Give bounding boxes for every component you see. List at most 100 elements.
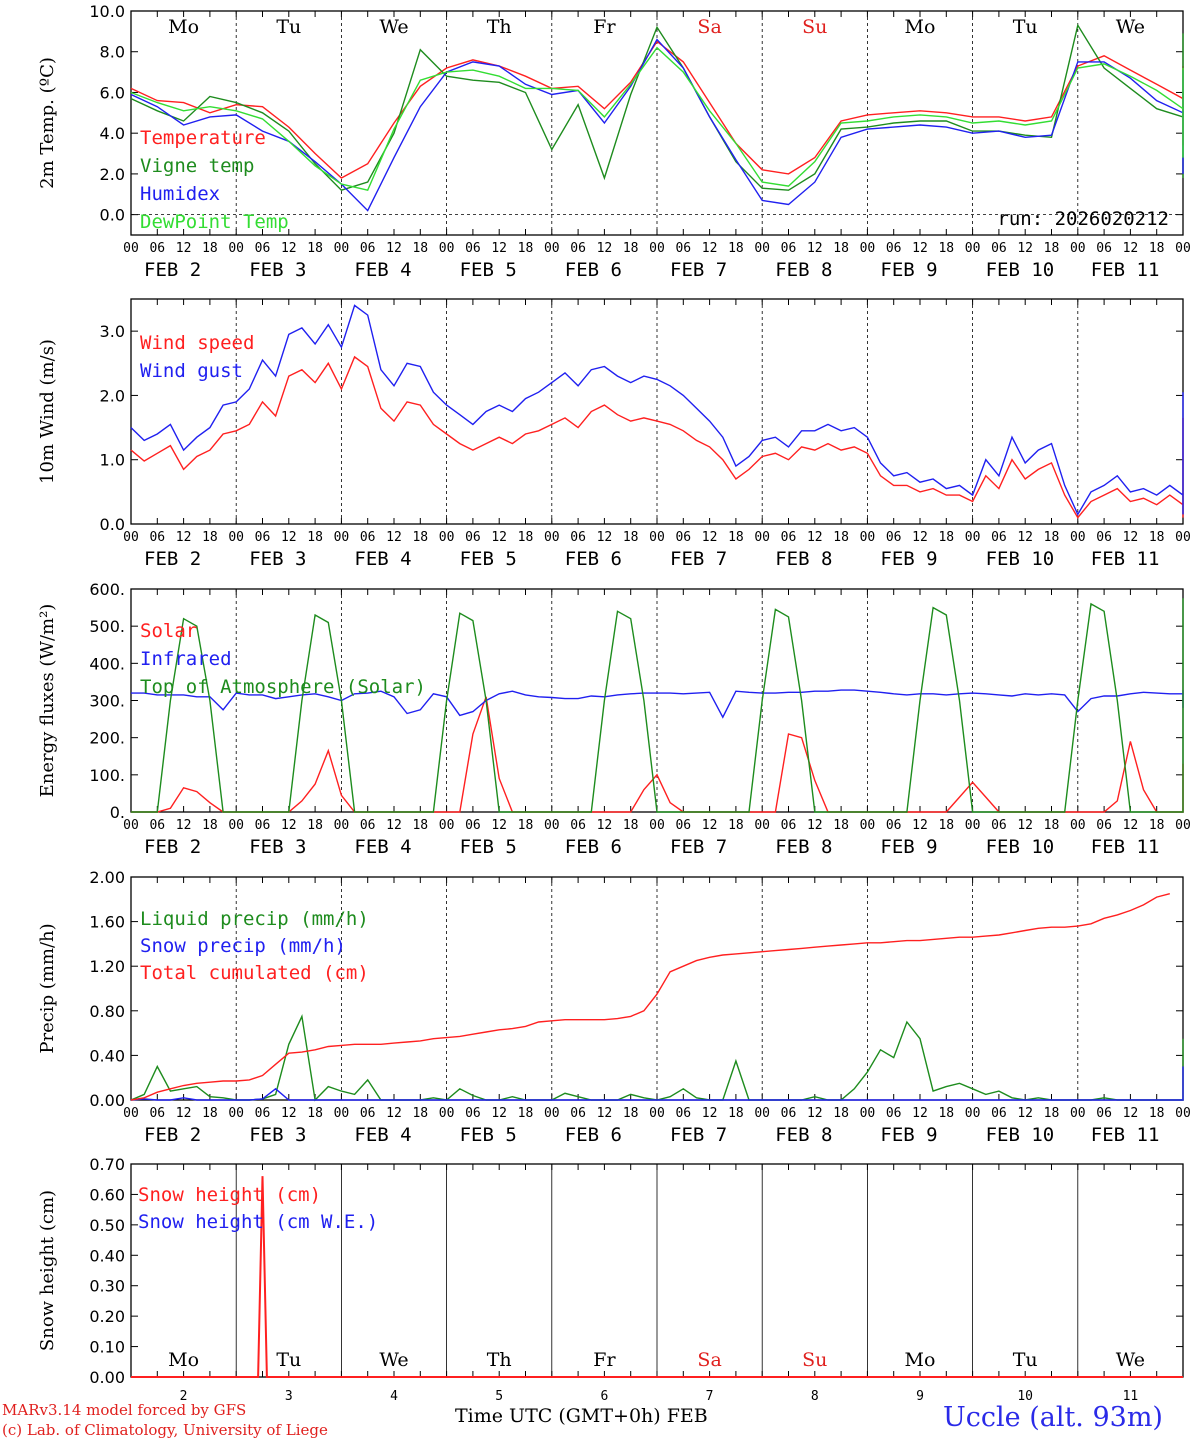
day-name-label: Fr [593,16,616,38]
hour-tick-label: 06 [675,530,691,545]
hour-tick-label: 18 [728,241,744,256]
hour-tick-label: 18 [728,818,744,833]
hour-tick-label: 12 [702,530,718,545]
hour-tick-label: 12 [1123,530,1139,545]
hour-tick-label: 06 [781,530,797,545]
hour-tick-label: 12 [491,530,507,545]
hour-tick-label: 12 [807,530,823,545]
hour-tick-label: 18 [202,1106,218,1121]
day-number-label: 5 [495,1389,503,1404]
hour-tick-label: 06 [255,241,271,256]
legend-entry: Wind gust [140,360,243,382]
hour-tick-label: 00 [860,530,876,545]
hour-tick-label: 00 [1175,1106,1191,1121]
credit-line-1: MARv3.14 model forced by GFS [2,1401,247,1419]
hour-tick-label: 00 [439,241,455,256]
hour-tick-label: 18 [728,1106,744,1121]
hour-tick-label: 18 [623,241,639,256]
date-label: FEB 8 [775,548,832,570]
hour-tick-label: 12 [1123,241,1139,256]
hour-tick-label: 18 [938,241,954,256]
hour-tick-label: 18 [307,1106,323,1121]
day-name-label: We [1116,16,1145,38]
legend-entry: Solar [140,620,197,642]
hour-tick-label: 00 [754,241,770,256]
hour-tick-label: 18 [833,530,849,545]
hour-tick-label: 12 [702,241,718,256]
y-axis-label: Energy fluxes (W/m²) [37,604,58,798]
date-label: FEB 10 [986,259,1055,281]
date-label: FEB 11 [1091,548,1160,570]
day-name-label: Mo [905,1349,936,1371]
hour-tick-label: 06 [570,1106,586,1121]
hour-tick-label: 18 [1044,530,1060,545]
hour-tick-label: 00 [965,530,981,545]
hour-tick-label: 18 [518,241,534,256]
hour-tick-label: 06 [1096,818,1112,833]
hour-tick-label: 00 [860,1106,876,1121]
y-tick-label: 1.60 [89,913,125,932]
hour-tick-label: 06 [886,818,902,833]
hour-tick-label: 18 [728,530,744,545]
date-label: FEB 9 [880,836,937,858]
hour-tick-label: 12 [386,530,402,545]
y-tick-label: 0.40 [89,1246,125,1265]
legend-entry: Snow height (cm W.E.) [138,1211,378,1233]
y-tick-label: 6.0 [100,83,125,102]
day-number-label: 7 [706,1389,714,1404]
y-tick-label: 0.10 [89,1338,125,1357]
plot-frame [130,10,1184,236]
model-credit: MARv3.14 model forced by GFS (c) Lab. of… [2,1400,328,1440]
hour-tick-label: 06 [886,241,902,256]
hour-tick-label: 00 [1070,818,1086,833]
hour-tick-label: 06 [675,241,691,256]
hour-tick-label: 00 [544,818,560,833]
legend-entry: Snow precip (mm/h) [140,935,346,957]
hour-tick-label: 12 [597,818,613,833]
hour-tick-label: 18 [623,1106,639,1121]
date-label: FEB 2 [144,836,201,858]
series-line [130,893,1170,1101]
date-label: FEB 6 [565,836,622,858]
day-number-label: 10 [1017,1389,1033,1404]
hour-tick-label: 06 [360,530,376,545]
day-number-label: 2 [180,1389,188,1404]
y-tick-label: 2.0 [100,165,125,184]
hour-tick-label: 06 [991,818,1007,833]
date-label: FEB 9 [880,1124,937,1146]
hour-tick-label: 00 [123,241,139,256]
hour-tick-label: 12 [1017,818,1033,833]
date-label: FEB 4 [354,836,411,858]
y-axis-label: 10m Wind (m/s) [37,339,58,484]
hour-tick-label: 06 [255,818,271,833]
y-tick-label: 100. [89,766,125,785]
y-tick-label: 0.80 [89,1002,125,1021]
legend-entry: DewPoint Temp [140,211,289,233]
hour-tick-label: 12 [807,241,823,256]
y-tick-label: 400. [89,654,125,673]
hour-tick-label: 18 [412,241,428,256]
date-label: FEB 6 [565,1124,622,1146]
hour-tick-label: 00 [649,1106,665,1121]
hour-tick-label: 18 [1044,1106,1060,1121]
day-name-label: Mo [168,1349,199,1371]
plot-frame [130,298,1184,525]
date-label: FEB 5 [460,1124,517,1146]
hour-tick-label: 00 [754,530,770,545]
hour-tick-label: 12 [597,241,613,256]
hour-tick-label: 18 [412,1106,428,1121]
day-name-label: Tu [1013,1349,1038,1371]
date-label: FEB 2 [144,548,201,570]
run-label: run: 2026020212 [997,208,1169,230]
hour-tick-label: 06 [360,241,376,256]
hour-tick-label: 00 [754,1106,770,1121]
hour-tick-label: 18 [1044,241,1060,256]
hour-tick-label: 00 [544,530,560,545]
hour-tick-label: 12 [176,818,192,833]
date-label: FEB 3 [249,548,306,570]
hour-tick-label: 12 [807,818,823,833]
hour-tick-label: 06 [149,818,165,833]
hour-tick-label: 00 [1175,530,1191,545]
day-name-label: Sa [697,1349,721,1371]
hour-tick-label: 18 [412,530,428,545]
